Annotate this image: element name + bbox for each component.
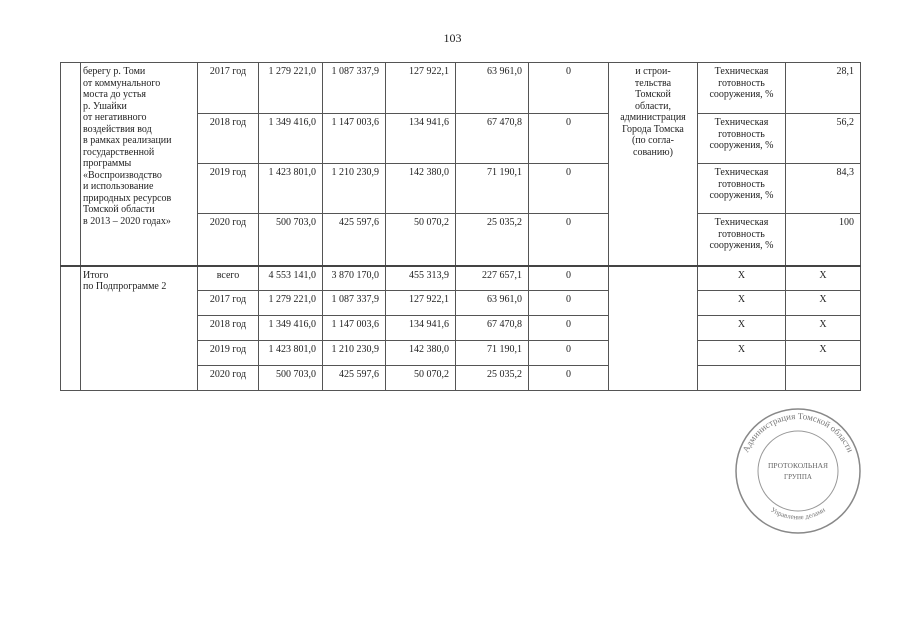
other-cell: 0	[528, 113, 609, 164]
federal-cell: 425 597,6	[322, 365, 386, 391]
value-cell: X	[785, 264, 861, 291]
total-cell: 1 423 801,0	[258, 340, 323, 366]
regional-cell: 127 922,1	[385, 62, 456, 114]
other-cell: 0	[528, 213, 609, 266]
federal-cell: 1 087 337,9	[322, 290, 386, 316]
total-cell: 1 279 221,0	[258, 290, 323, 316]
total-cell: 1 349 416,0	[258, 113, 323, 164]
indicator-cell	[697, 365, 786, 391]
local-cell: 25 035,2	[455, 213, 529, 266]
year-cell: 2018 год	[197, 113, 259, 164]
other-cell: 0	[528, 290, 609, 316]
federal-cell: 3 870 170,0	[322, 264, 386, 291]
year-cell: 2019 год	[197, 340, 259, 366]
regional-cell: 127 922,1	[385, 290, 456, 316]
indicator-cell: X	[697, 290, 786, 316]
regional-cell: 134 941,6	[385, 113, 456, 164]
other-cell: 0	[528, 62, 609, 114]
year-cell: 2018 год	[197, 315, 259, 341]
indicator-cell: Техническая готовность сооружения, %	[697, 113, 786, 164]
program-table: берегу р. Томи от коммунального моста до…	[60, 62, 861, 391]
total-cell: 1 423 801,0	[258, 163, 323, 214]
other-cell: 0	[528, 163, 609, 214]
total-cell: 1 279 221,0	[258, 62, 323, 114]
local-cell: 71 190,1	[455, 163, 529, 214]
other-cell: 0	[528, 340, 609, 366]
value-cell: X	[785, 290, 861, 316]
regional-cell: 455 313,9	[385, 264, 456, 291]
federal-cell: 1 087 337,9	[322, 62, 386, 114]
year-cell: 2020 год	[197, 365, 259, 391]
regional-cell: 142 380,0	[385, 340, 456, 366]
svg-text:Администрация Томской области: Администрация Томской области	[741, 411, 856, 454]
table-row: Итого по Подпрограмме 2 всего 4 553 141,0 3…	[60, 264, 861, 391]
indicator-cell: Техническая готовность сооружения, %	[697, 213, 786, 266]
year-cell: 2020 год	[197, 213, 259, 266]
table-row: 2018 год 1 349 416,0 1 147 003,6 134 941,6 6…	[61, 113, 861, 164]
total-cell: 4 553 141,0	[258, 264, 323, 291]
number-cell	[60, 264, 81, 391]
svg-text:Управление делами: Управление делами	[769, 506, 827, 522]
table-row: берегу р. Томи от коммунального моста до…	[60, 62, 861, 266]
total-cell: 500 703,0	[258, 365, 323, 391]
stamp-line1: ПРОТОКОЛЬНАЯ	[768, 461, 828, 470]
table-row: 2020 год 500 703,0 425 597,6 50 070,2 25 035…	[61, 213, 861, 266]
name-cell: Итого по Подпрограмме 2	[80, 264, 198, 391]
indicator-cell: X	[697, 315, 786, 341]
local-cell: 25 035,2	[455, 365, 529, 391]
year-cell: 2017 год	[197, 62, 259, 114]
value-cell: X	[785, 315, 861, 341]
indicator-cell: Техническая готовность сооружения, %	[697, 62, 786, 114]
federal-cell: 1 210 230,9	[322, 163, 386, 214]
value-cell: 56,2	[785, 113, 861, 164]
year-cell: 2019 год	[197, 163, 259, 214]
value-cell: 84,3	[785, 163, 861, 214]
local-cell: 67 470,8	[455, 315, 529, 341]
federal-cell: 1 147 003,6	[322, 315, 386, 341]
local-cell: 63 961,0	[455, 62, 529, 114]
name-cell: берегу р. Томи от коммунального моста до…	[80, 62, 198, 266]
indicator-cell: X	[697, 264, 786, 291]
number-cell	[60, 62, 81, 266]
indicator-cell: Техническая готовность сооружения, %	[697, 163, 786, 214]
indicator-cell: X	[697, 340, 786, 366]
value-cell: 28,1	[785, 62, 861, 114]
page-number: 103	[443, 31, 462, 45]
table-row: 2019 год 1 423 801,0 1 210 230,9 142 380,0 7…	[61, 163, 861, 214]
year-cell: 2017 год	[197, 290, 259, 316]
local-cell: 63 961,0	[455, 290, 529, 316]
stamp-bottom-text: Управление делами	[769, 506, 827, 522]
value-cell: 100	[785, 213, 861, 266]
stamp-ring-text: Администрация Томской области	[741, 411, 856, 454]
regional-cell: 50 070,2	[385, 213, 456, 266]
other-cell: 0	[528, 365, 609, 391]
total-cell: 1 349 416,0	[258, 315, 323, 341]
stamp-seal: Администрация Томской области Управление…	[735, 408, 861, 534]
regional-cell: 50 070,2	[385, 365, 456, 391]
executor-cell	[608, 264, 698, 391]
local-cell: 227 657,1	[455, 264, 529, 291]
table-row: 2019 год 1 423 801,0 1 210 230,9 142 380,0 7…	[61, 340, 861, 366]
local-cell: 67 470,8	[455, 113, 529, 164]
federal-cell: 425 597,6	[322, 213, 386, 266]
other-cell: 0	[528, 264, 609, 291]
stamp-line2: ГРУППА	[784, 473, 812, 481]
table-row: 2020 год 500 703,0 425 597,6 50 070,2 25 035…	[61, 365, 861, 391]
value-cell: X	[785, 340, 861, 366]
federal-cell: 1 210 230,9	[322, 340, 386, 366]
total-cell: 500 703,0	[258, 213, 323, 266]
executor-cell: и строи- тельства Томской области, админ…	[608, 62, 698, 266]
value-cell	[785, 365, 861, 391]
other-cell: 0	[528, 315, 609, 341]
regional-cell: 142 380,0	[385, 163, 456, 214]
federal-cell: 1 147 003,6	[322, 113, 386, 164]
year-cell: всего	[197, 264, 259, 291]
regional-cell: 134 941,6	[385, 315, 456, 341]
local-cell: 71 190,1	[455, 340, 529, 366]
